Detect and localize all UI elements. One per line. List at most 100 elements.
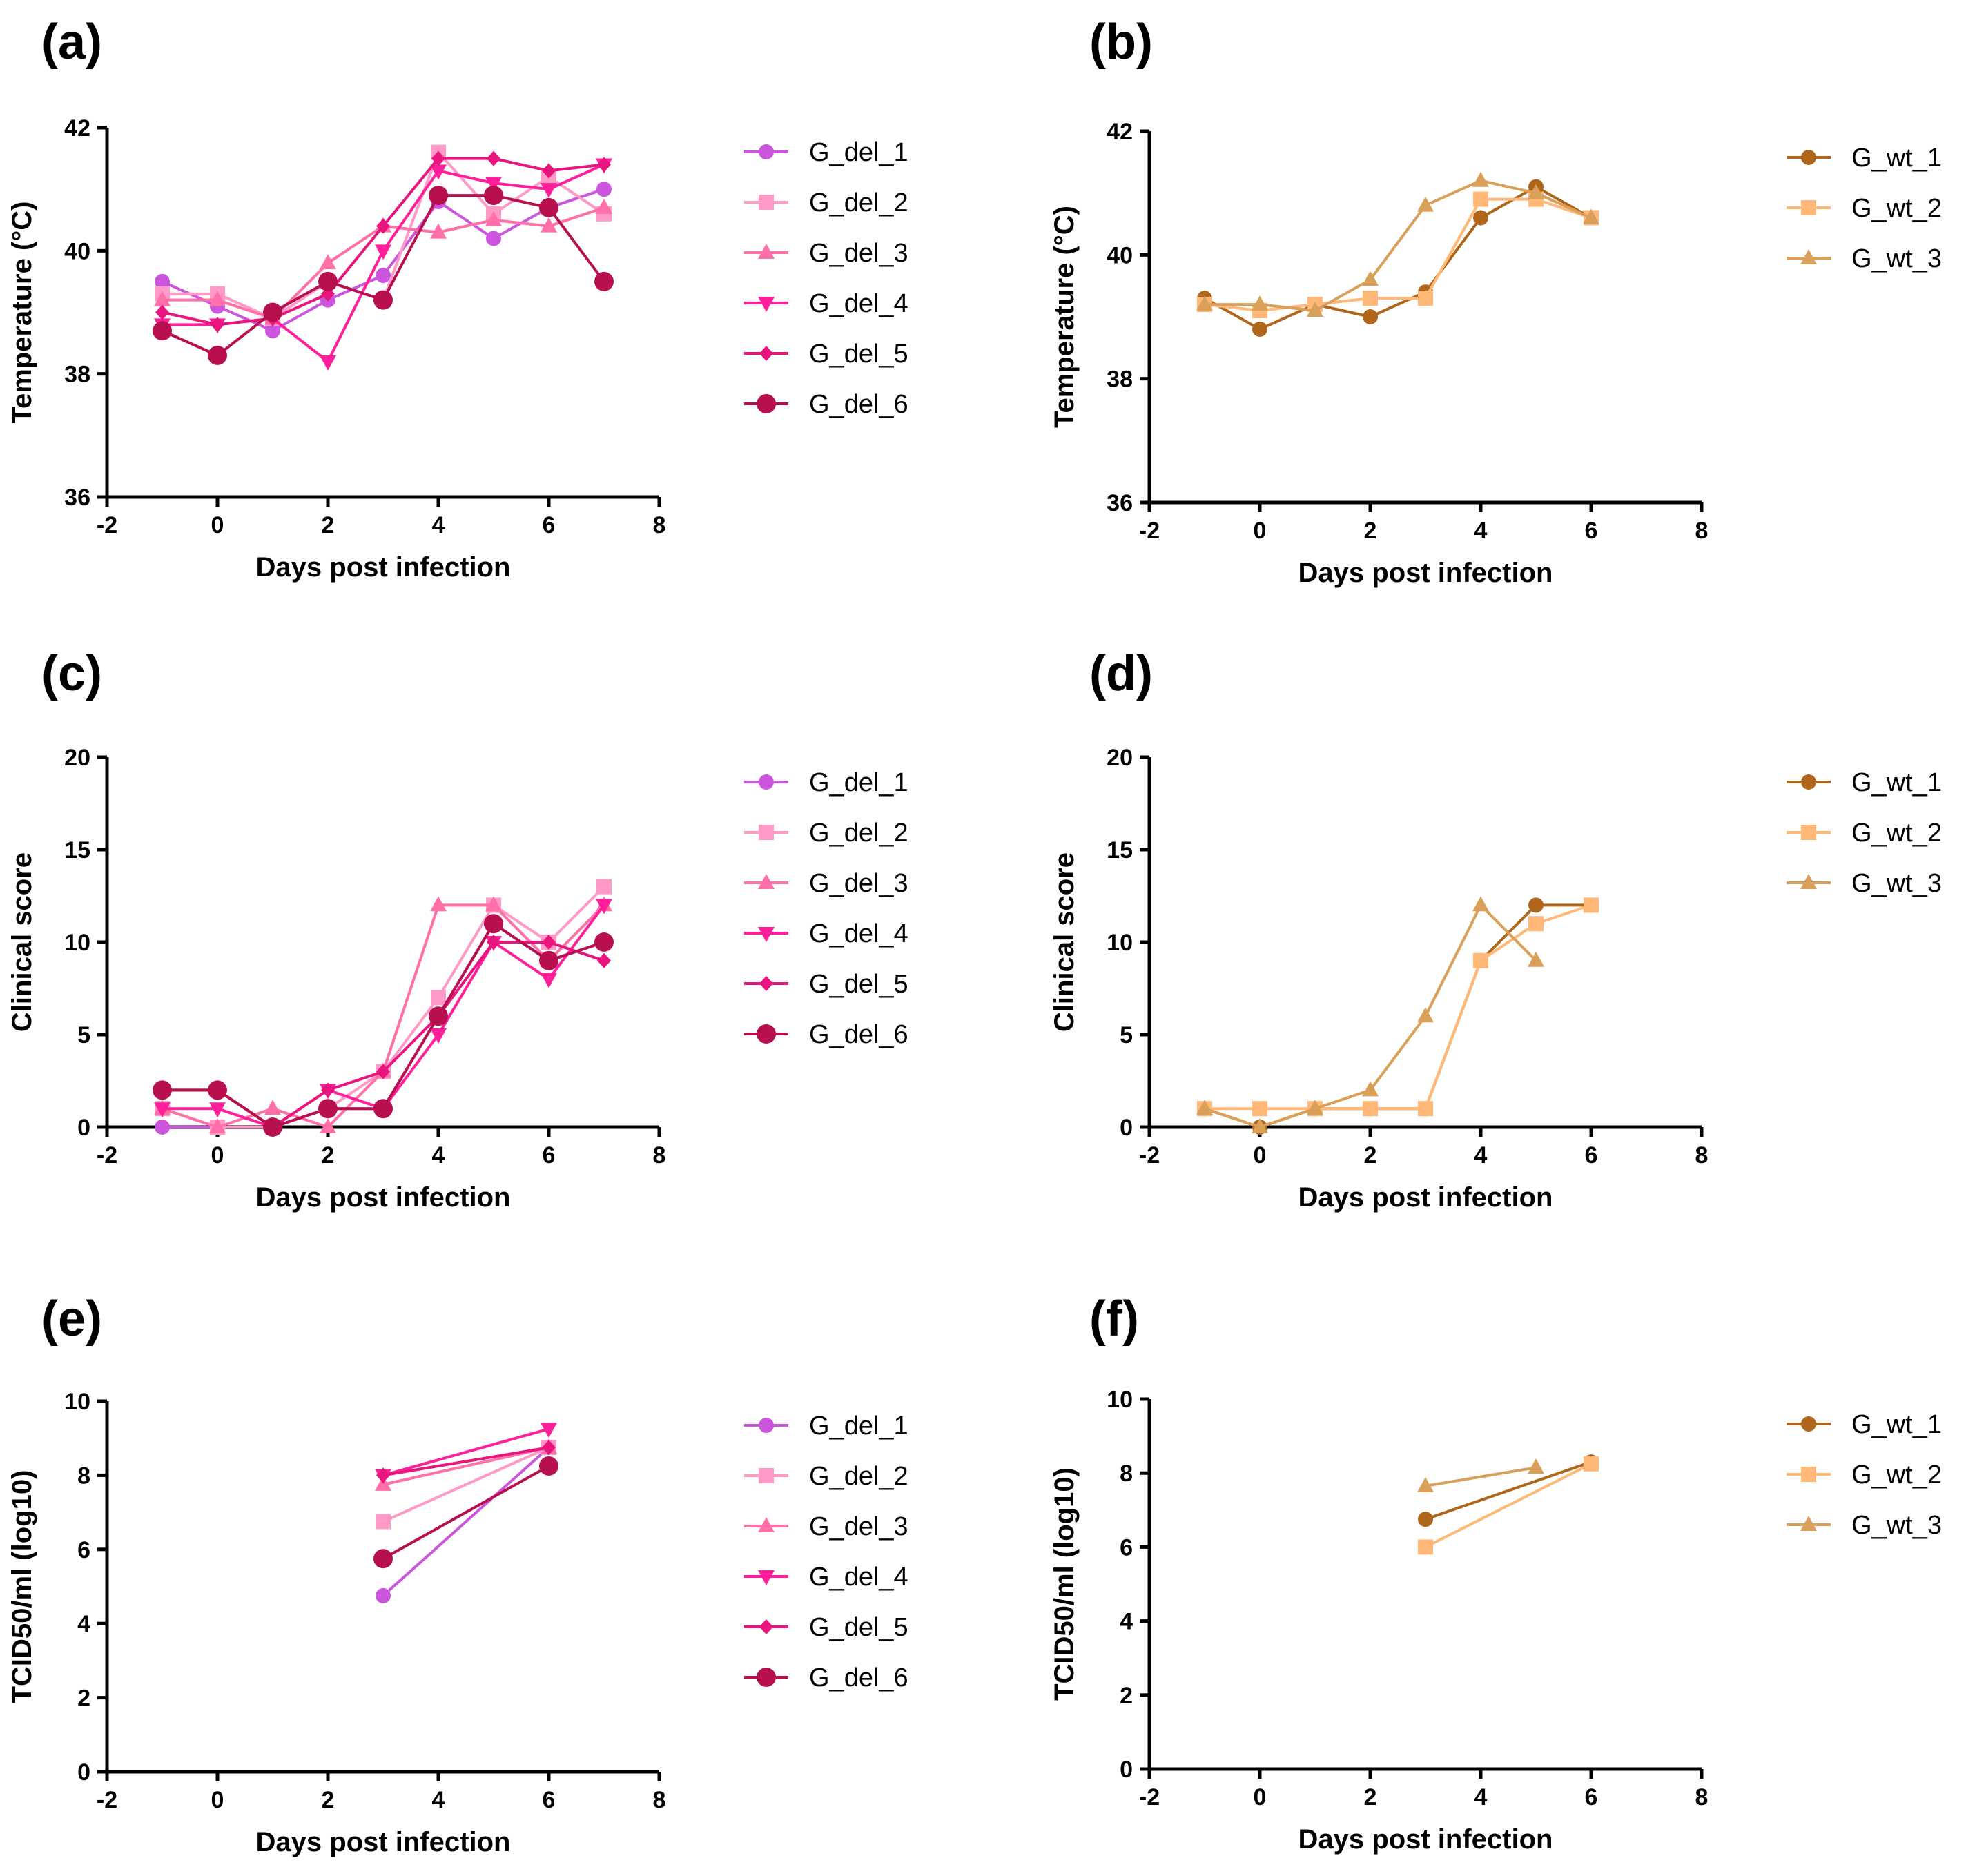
data-point [1472,896,1489,912]
x-tick-label: 4 [1474,518,1488,544]
legend-marker [1801,774,1816,790]
panel-a: (a) 36 38 40 42 -2 0 2 4 6 8 Days post infection Tem… [7,14,908,583]
legend-marker [1801,150,1816,165]
data-point [1418,1512,1433,1527]
data-point [1252,1118,1268,1133]
legend-item: G_wt_3 [1787,244,1942,273]
legend-item: G_del_4 [744,919,908,948]
series-G_del_5 [376,1440,556,1483]
data-point [539,197,558,217]
legend-item: G_del_6 [744,1020,908,1049]
series-G_wt_2 [1197,897,1599,1117]
data-point [541,217,557,233]
data-point [1418,1101,1433,1117]
legend-item: G_wt_1 [1787,1410,1942,1439]
legend-label: G_del_6 [809,1020,908,1049]
legend-marker [1800,249,1817,264]
y-tick-label: 6 [77,1537,90,1563]
series-line [1204,903,1591,1128]
x-tick-label: 8 [1695,1142,1709,1169]
series-G_wt_3 [1196,171,1599,317]
data-point [209,291,226,306]
y-tick-label: 36 [1107,490,1133,516]
legend-marker [759,976,773,991]
data-point [485,211,502,226]
data-point [541,183,557,199]
x-tick-label: 2 [322,1787,335,1813]
x-tick-label: 6 [1585,518,1598,544]
y-tick-label: 20 [1107,745,1133,771]
data-point [1528,951,1544,967]
series-G_del_6 [153,914,614,1137]
y-axis-title: Temperature (°C) [7,202,37,424]
x-tick-label: 6 [1585,1784,1598,1810]
legend-label: G_wt_3 [1851,244,1942,273]
y-tick-label: 38 [1107,367,1133,393]
x-tick-label: 2 [1364,518,1377,544]
data-point [318,1099,338,1119]
data-point [376,268,391,283]
x-tick-label: 0 [1254,1142,1267,1169]
data-point [542,1440,556,1456]
legend-label: G_del_3 [809,239,908,268]
data-point [1583,208,1599,224]
data-point [484,186,503,206]
data-point [1418,291,1433,306]
y-tick-label: 4 [77,1611,90,1637]
legend-marker [759,346,773,361]
y-tick-label: 10 [1107,930,1133,956]
data-point [1362,1081,1379,1097]
legend-item: G_wt_3 [1787,869,1942,898]
data-point [320,1118,336,1133]
data-point [1363,1101,1378,1117]
y-axis-title: Clinical score [7,852,37,1032]
series-line [1204,197,1592,313]
legend-label: G_del_5 [809,1613,908,1642]
legend-label: G_del_3 [809,1512,908,1541]
legend-marker [758,1517,775,1532]
series-G_del_1 [376,1440,556,1603]
y-tick-label: 38 [64,362,90,388]
y-tick-label: 15 [1107,837,1133,863]
data-point [153,321,172,341]
x-tick-label: 0 [1254,1784,1267,1810]
legend-label: G_del_1 [809,768,908,797]
legend-label: G_del_6 [809,390,908,419]
series-line [162,903,605,1128]
y-tick-label: 20 [64,745,90,771]
y-tick-label: 10 [1107,1387,1133,1413]
data-point [431,990,446,1006]
legend-marker [758,297,775,312]
legend-marker [759,1619,773,1634]
legend-label: G_del_2 [809,188,908,217]
x-axis-title: Days post infection [256,1827,511,1857]
data-point [209,1118,226,1133]
y-tick-label: 0 [77,1759,90,1786]
legend-marker [759,195,774,210]
x-axis-title: Days post infection [1298,558,1553,588]
x-tick-label: 6 [543,1787,556,1813]
panel-label: (c) [41,646,102,701]
data-point [594,932,614,952]
data-point [430,223,447,239]
y-tick-label: 2 [1120,1683,1133,1709]
legend-marker [759,774,774,790]
panel-label: (a) [41,14,102,70]
legend-item: G_del_1 [744,138,908,167]
panel-e: (e) 0 2 4 6 8 10 -2 0 2 4 6 8 Days post infection TCID… [7,1291,908,1857]
data-point [1307,302,1323,317]
data-point [373,290,393,310]
data-point [485,896,502,912]
legend-label: G_wt_3 [1851,1511,1942,1540]
legend-item: G_del_3 [744,1512,908,1541]
legend-label: G_wt_2 [1851,194,1942,223]
x-axis-title: Days post infection [1298,1824,1553,1855]
data-point [597,157,611,173]
legend-label: G_del_6 [809,1663,908,1692]
panel-label: (f) [1089,1291,1139,1347]
series-line [382,1446,549,1477]
legend-item: G_wt_2 [1787,1460,1942,1489]
x-tick-label: -2 [97,1787,117,1813]
